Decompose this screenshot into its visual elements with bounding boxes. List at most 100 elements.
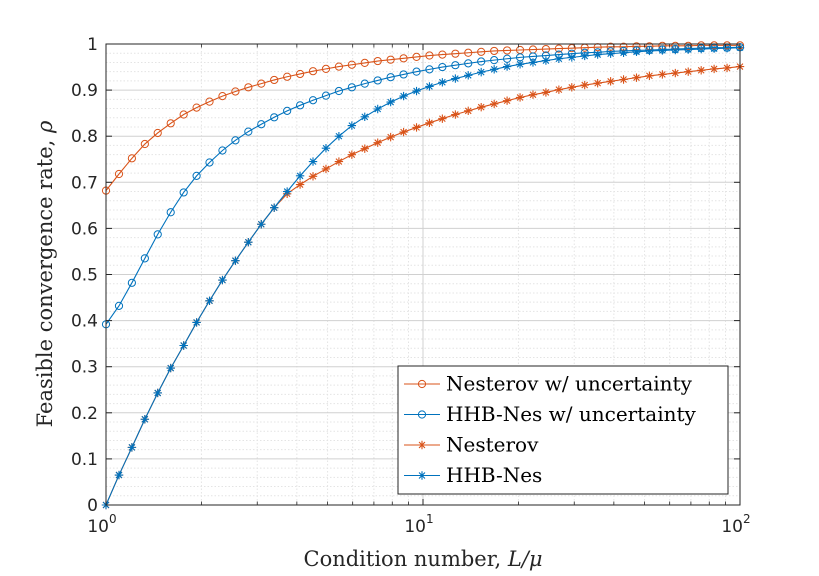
data-point [334,86,344,96]
y-axis-title: Feasible convergence rate, ρ [33,120,57,427]
data-point [476,67,486,77]
data-point [658,46,667,55]
data-point [490,56,499,65]
data-point [554,54,564,63]
y-axis-title-symbol: ρ [33,120,57,134]
data-point [231,87,240,96]
data-point [205,158,214,167]
data-point [515,53,525,62]
y-tick-label: 0.3 [71,358,98,378]
data-point [684,44,693,53]
data-point [477,47,486,56]
minor-grid [106,44,740,505]
data-point [373,56,382,66]
data-point [425,51,434,60]
data-point [295,101,305,110]
data-point [464,48,473,57]
y-tick-label: 0 [87,496,98,516]
data-point [308,96,318,105]
data-point [360,58,369,68]
data-point [502,62,512,71]
data-point [321,64,331,73]
x-tick-label-base: 10 [404,517,426,537]
legend-label: HHB-Nes w/ uncertainty [446,402,697,426]
data-point [153,128,162,138]
data-point [244,83,253,92]
data-point [399,54,408,63]
y-tick-label: 1 [87,35,98,55]
data-point [515,60,525,69]
data-point [554,44,563,53]
data-point [231,256,240,265]
data-point [709,64,719,74]
data-point [347,150,357,159]
data-point [412,86,421,96]
data-point [360,144,369,153]
data-point [192,318,201,327]
data-point [399,70,408,79]
data-point [619,75,628,84]
data-point [205,296,214,305]
data-point [127,443,137,452]
data-point [244,238,253,247]
data-point [179,110,188,119]
x-tick-label-exponent: 1 [426,512,434,526]
data-point [140,139,149,149]
data-point [218,146,227,155]
data-point [114,169,124,179]
data-point [308,157,318,166]
data-point [308,172,318,181]
data-point [153,230,162,239]
data-point [645,71,654,81]
data-point [541,56,551,65]
data-point [425,65,434,74]
data-point [464,71,473,80]
x-tick-label-exponent: 0 [109,512,117,526]
data-point [231,136,240,145]
data-point [554,85,564,94]
data-point [567,44,576,53]
data-point [114,301,124,310]
data-point [593,50,602,59]
x-tick-label-exponent: 2 [743,512,751,526]
data-point [619,48,628,57]
y-tick-label: 0.2 [71,404,98,424]
data-point [528,90,538,99]
data-point [438,62,447,72]
data-point [140,415,150,424]
data-point [347,121,357,130]
y-axis-title-text: Feasible convergence rate, [33,133,57,427]
data-point [671,68,680,78]
data-point [218,275,227,285]
data-point [244,127,253,136]
data-point [515,93,525,102]
y-tick-label: 0.8 [71,127,98,147]
data-point [127,278,137,287]
ticks-layer [105,43,741,506]
data-point [490,46,499,56]
data-point [295,171,305,181]
data-point [541,44,551,54]
data-point [140,254,149,263]
data-point [282,187,292,196]
data-point [451,110,460,119]
x-axis-title-text: Condition number, [304,547,508,571]
data-point [606,49,615,58]
data-point [696,66,706,75]
data-point [386,73,395,82]
y-tick-label: 0.1 [71,450,98,470]
data-point [580,48,589,57]
data-point [438,78,447,87]
legend-entry-nesterov: Nesterov [404,433,539,457]
legend-swatch-marker [417,410,427,419]
data-point [269,203,279,212]
legend-label: HHB-Nes [446,463,542,487]
data-point [399,127,408,137]
data-point [502,46,512,55]
data-point [684,67,693,76]
data-point [257,120,266,129]
legend-label: Nesterov w/ uncertainty [446,372,693,396]
data-point [567,83,576,92]
data-point [451,74,460,83]
